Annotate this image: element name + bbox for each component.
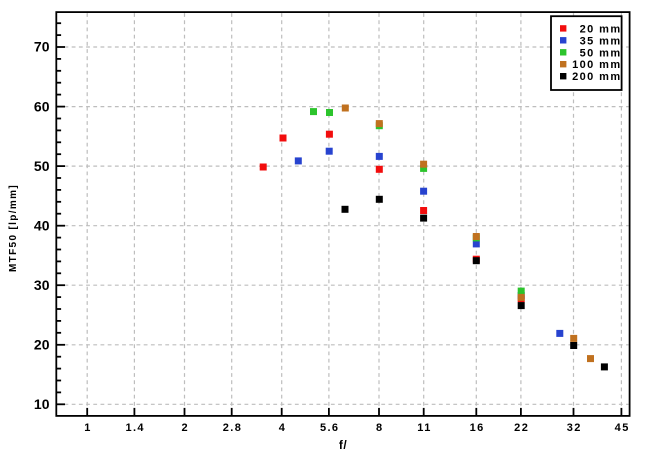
svg-text:60: 60 [34,98,50,114]
svg-text:8: 8 [376,422,384,434]
svg-text:30: 30 [34,277,50,293]
svg-text:200 mm: 200 mm [572,71,621,83]
svg-text:50: 50 [34,158,50,174]
svg-text:2.8: 2.8 [223,422,243,434]
svg-text:32: 32 [567,422,582,434]
svg-text:11: 11 [417,422,431,434]
svg-text:16: 16 [470,422,485,434]
svg-text:1.4: 1.4 [125,422,145,434]
svg-text:1: 1 [84,422,92,434]
svg-text:10: 10 [34,396,50,412]
svg-text:20 mm: 20 mm [580,23,622,35]
svg-text:22: 22 [514,422,529,434]
svg-text:4: 4 [279,422,287,434]
svg-text:100 mm: 100 mm [572,59,621,71]
svg-text:45: 45 [615,422,630,434]
svg-text:20: 20 [34,336,50,352]
svg-text:f/: f/ [339,438,347,452]
svg-text:40: 40 [34,217,50,233]
svg-text:2: 2 [182,422,190,434]
svg-text:35 mm: 35 mm [580,35,622,47]
svg-text:50 mm: 50 mm [580,47,622,59]
svg-text:5.6: 5.6 [320,422,340,434]
svg-text:70: 70 [34,39,50,55]
svg-text:MTF50 [lp/mm]: MTF50 [lp/mm] [8,184,19,272]
